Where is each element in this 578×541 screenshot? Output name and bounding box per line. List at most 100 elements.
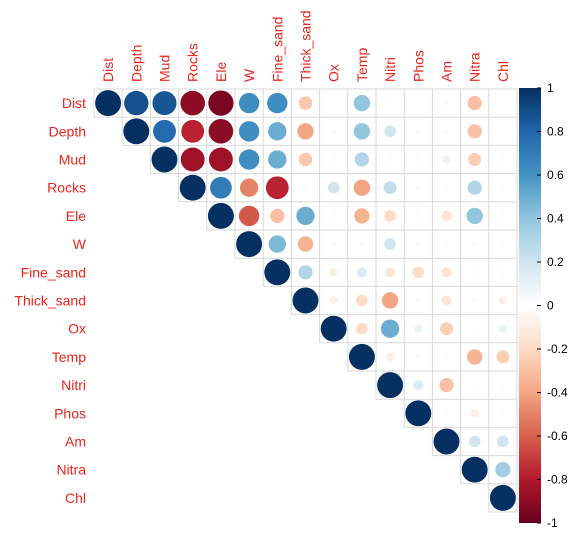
corr-circle-Phos-Phos [405, 400, 432, 427]
row-label: Mud [59, 152, 86, 168]
colorbar: 1 0.8 0.6 0.4 0.2 0 -0.2 -0.4 -0.6 -0.8 -1 [519, 81, 568, 530]
corr-circle-Thick_sand-Chl [498, 296, 507, 305]
corr-circle-Thick_sand-Phos [416, 298, 421, 303]
corr-circle-Nitri-Phos [413, 380, 424, 391]
corr-circle-Fine_sand-Am [441, 267, 452, 278]
corr-circle-Mud-Ele [208, 147, 233, 172]
corr-circle-W-Phos [416, 241, 421, 247]
corr-circle-Ox-Chl [498, 324, 507, 333]
corr-circle-Dist-Nitri [388, 101, 392, 105]
column-label: Chl [495, 61, 511, 82]
corr-circle-Dist-Dist [95, 90, 122, 117]
row-label: Rocks [47, 180, 86, 196]
corr-circle-Depth-Ox [331, 129, 336, 134]
corr-circle-Ele-Thick_sand [296, 206, 315, 226]
corr-circle-Thick_sand-Ox [329, 296, 338, 305]
corr-circle-Depth-Phos [416, 129, 421, 134]
corr-circle-Ele-Nitra [466, 207, 483, 225]
row-label: Am [65, 434, 86, 450]
row-label: Depth [49, 123, 86, 139]
corr-circle-Mud-Thick_sand [298, 152, 313, 167]
column-label: Mud [157, 55, 173, 82]
colorbar-tick-label: -0.4 [547, 386, 568, 400]
row-label: Fine_sand [21, 264, 86, 280]
column-label: Depth [128, 45, 144, 82]
corr-circle-Ele-Fine_sand [270, 208, 285, 224]
corr-circle-Dist-Phos [416, 101, 421, 105]
corr-circle-Nitri-Nitri [377, 372, 404, 399]
colorbar-tick-label: -1 [547, 516, 558, 530]
corr-circle-Fine_sand-Ox [329, 268, 338, 277]
grid-lines [93, 88, 518, 513]
corr-circle-Rocks-Phos [416, 185, 421, 190]
corr-circle-Rocks-Ele [210, 176, 232, 199]
corr-circle-Nitra-Nitra [461, 456, 488, 483]
corr-circle-Temp-Chl [496, 350, 510, 364]
corr-circle-Fine_sand-Thick_sand [298, 265, 313, 280]
corr-circle-Temp-Nitra [467, 349, 483, 365]
corr-circle-Rocks-Temp [353, 179, 371, 196]
column-label: Nitri [382, 57, 398, 82]
corr-circle-Mud-Mud [151, 146, 178, 173]
row-label: Ox [68, 321, 86, 337]
corr-circle-Ele-Phos [416, 213, 421, 219]
variable-labels: Dist Dist Depth Depth Mud Mud Rocks Rocks Ele Ele… [14, 10, 510, 505]
corr-circle-Fine_sand-Temp [356, 267, 367, 278]
colorbar-tick-label: 1 [547, 81, 554, 95]
corr-circle-Am-Chl [497, 435, 509, 448]
column-label: Ele [213, 62, 229, 82]
colorbar-tick-label: 0.6 [547, 168, 564, 182]
corr-circle-Nitri-Nitra [472, 382, 477, 388]
row-label: Temp [52, 349, 86, 365]
corr-circle-Dist-Temp [353, 94, 371, 112]
corr-circle-W-Nitri [384, 238, 396, 250]
column-label: Ox [326, 64, 342, 82]
corr-circle-Mud-Phos [416, 157, 421, 162]
corr-circle-Temp-Nitri [386, 352, 395, 361]
corr-circle-Ele-Ox [331, 213, 336, 219]
corr-circle-Ele-Nitri [384, 210, 396, 222]
row-label: Nitri [61, 377, 86, 393]
corr-circle-Ele-Chl [500, 213, 506, 219]
corr-circle-Fine_sand-Chl [500, 270, 506, 275]
colorbar-tick-label: 0.8 [547, 125, 564, 139]
corr-circle-Fine_sand-Phos [412, 266, 425, 279]
colorbar-tick-label: -0.6 [547, 429, 568, 443]
corr-circle-Mud-Ox [331, 157, 336, 162]
corr-circle-Rocks-Thick_sand [303, 185, 308, 190]
colorbar-tick-label: -0.2 [547, 342, 568, 356]
corr-circle-Depth-Fine_sand [268, 122, 287, 141]
colorbar-tick-label: 0 [547, 299, 554, 313]
corr-circle-Ox-Nitra [472, 326, 477, 331]
column-label: Thick_sand [298, 10, 314, 82]
corr-circle-Fine_sand-Fine_sand [264, 259, 291, 286]
correlation-circles [95, 90, 516, 511]
corr-circle-Mud-Nitri [387, 157, 393, 162]
corr-circle-Ox-Ox [320, 315, 347, 342]
corr-circle-Thick_sand-Nitra [472, 298, 477, 303]
corr-circle-W-Thick_sand [297, 236, 314, 252]
corr-circle-Nitra-Chl [495, 462, 511, 478]
corr-circle-Rocks-Rocks [179, 174, 206, 201]
corr-circle-Depth-Chl [501, 129, 505, 134]
column-label: Temp [354, 48, 370, 82]
corr-circle-Dist-Chl [501, 101, 505, 105]
corr-circle-Rocks-Fine_sand [265, 176, 289, 200]
row-label: W [73, 236, 87, 252]
corr-circle-Ele-Am [441, 210, 452, 221]
corr-circle-W-Ox [331, 241, 336, 247]
colorbar-tick-label: 0.2 [547, 255, 564, 269]
corr-circle-Depth-Temp [353, 123, 371, 140]
column-label: W [241, 68, 257, 82]
corr-circle-Depth-Depth [123, 118, 150, 145]
column-label: Rocks [185, 43, 201, 82]
corr-circle-Depth-Am [443, 128, 450, 134]
corr-circle-W-Nitra [472, 241, 477, 247]
corr-circle-Mud-Fine_sand [268, 150, 287, 169]
corr-circle-Ox-Am [440, 322, 453, 336]
corr-circle-Ox-Nitri [380, 319, 400, 338]
corr-circle-Thick_sand-Am [441, 295, 452, 306]
corr-circle-Phos-Nitra [470, 409, 479, 418]
corr-circle-Dist-Ox [331, 101, 336, 105]
